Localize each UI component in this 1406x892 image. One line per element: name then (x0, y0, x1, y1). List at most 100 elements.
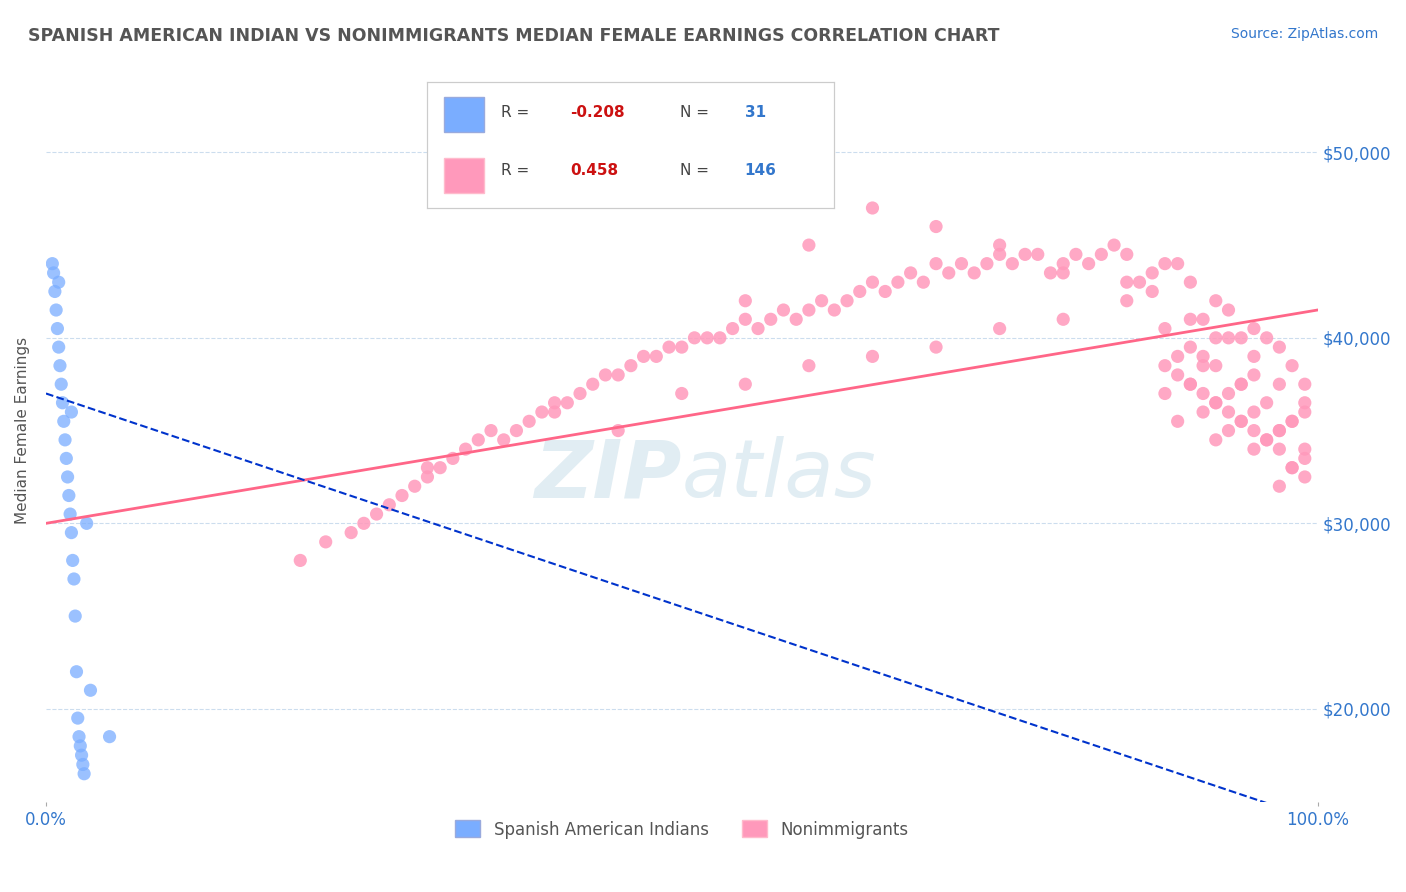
Point (1281, 359, 1303, 373)
Point (797, 359, 820, 373)
Point (1180, 340, 1202, 354)
Point (1243, 368, 1265, 382)
Point (416, 470, 439, 484)
Point (1077, 257, 1099, 271)
Point (835, 293, 858, 308)
Point (543, 405, 565, 419)
Point (709, 331, 731, 345)
Point (1243, 405, 1265, 419)
Point (63, 609, 86, 624)
Point (1192, 350, 1215, 364)
Point (988, 238, 1011, 252)
Point (45, 303, 67, 318)
Point (505, 424, 527, 438)
Point (912, 275, 935, 289)
Point (671, 340, 693, 354)
Point (454, 442, 477, 457)
Point (1154, 257, 1177, 271)
Point (1230, 331, 1253, 345)
Point (353, 516, 375, 531)
Point (963, 266, 986, 280)
Point (51, 396, 73, 410)
Point (56, 470, 79, 484)
Point (52, 414, 75, 428)
Point (1268, 424, 1291, 438)
Point (70, 748, 93, 763)
Point (1167, 350, 1189, 364)
Point (290, 553, 312, 567)
Point (1205, 359, 1227, 373)
Point (1230, 414, 1253, 428)
Point (810, 293, 832, 308)
Point (1205, 331, 1227, 345)
Point (721, 321, 744, 335)
Point (1205, 396, 1227, 410)
Point (1218, 303, 1240, 318)
Point (1268, 340, 1291, 354)
Point (1256, 433, 1278, 447)
Point (1192, 405, 1215, 419)
Point (772, 303, 794, 318)
Point (569, 386, 592, 401)
Point (1167, 414, 1189, 428)
Point (1026, 247, 1049, 261)
Point (340, 525, 363, 540)
Point (582, 377, 605, 392)
Point (543, 396, 565, 410)
Point (41, 257, 63, 271)
Point (925, 257, 948, 271)
Point (1218, 386, 1240, 401)
Legend: Spanish American Indians, Nonimmigrants: Spanish American Indians, Nonimmigrants (449, 814, 915, 846)
Point (46, 321, 69, 335)
Point (1205, 433, 1227, 447)
Point (734, 377, 756, 392)
Point (734, 312, 756, 326)
Point (1281, 414, 1303, 428)
Point (60, 525, 83, 540)
Point (797, 303, 820, 318)
Point (391, 489, 413, 503)
Point (633, 350, 655, 364)
Point (1192, 312, 1215, 326)
Point (1180, 275, 1202, 289)
Point (67, 730, 90, 744)
Point (1192, 359, 1215, 373)
Point (1180, 377, 1202, 392)
Point (1256, 433, 1278, 447)
Point (1180, 377, 1202, 392)
Point (1268, 479, 1291, 493)
Point (976, 257, 998, 271)
Text: atlas: atlas (682, 436, 876, 514)
Point (416, 460, 439, 475)
Point (1090, 247, 1112, 261)
Point (848, 285, 870, 299)
Point (492, 433, 515, 447)
Point (48, 340, 70, 354)
Point (671, 386, 693, 401)
Point (1243, 321, 1265, 335)
Point (60, 405, 83, 419)
Point (429, 460, 451, 475)
Point (1052, 257, 1074, 271)
Point (1115, 275, 1137, 289)
Y-axis label: Median Female Earnings: Median Female Earnings (15, 337, 30, 524)
Point (1281, 460, 1303, 475)
Point (1001, 257, 1024, 271)
Point (862, 201, 884, 215)
Point (1294, 470, 1316, 484)
Point (1167, 368, 1189, 382)
Point (44, 285, 66, 299)
Point (58, 489, 80, 503)
Point (555, 396, 578, 410)
Point (1115, 247, 1137, 261)
Point (1192, 386, 1215, 401)
Text: ZIP: ZIP (534, 436, 682, 514)
Point (1140, 285, 1163, 299)
Point (823, 303, 845, 318)
Point (925, 219, 948, 234)
Point (797, 238, 820, 252)
Text: SPANISH AMERICAN INDIAN VS NONIMMIGRANTS MEDIAN FEMALE EARNINGS CORRELATION CHAR: SPANISH AMERICAN INDIAN VS NONIMMIGRANTS… (28, 27, 1000, 45)
Point (517, 414, 540, 428)
Point (378, 498, 401, 512)
Point (55, 451, 77, 466)
